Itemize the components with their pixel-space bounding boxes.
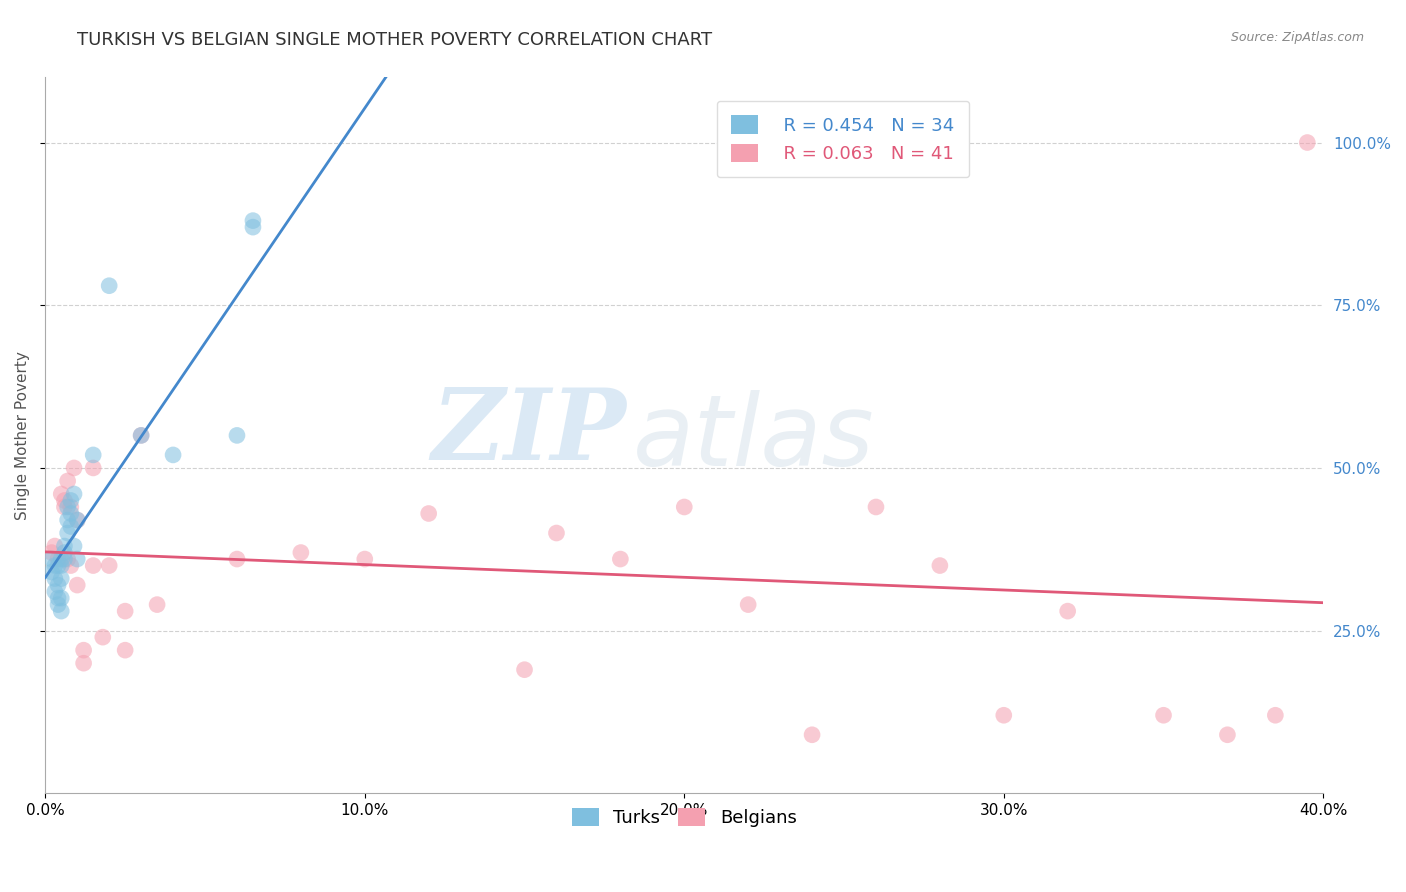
Point (146, 598, 169, 612)
Point (41, 545, 63, 559)
Point (418, 507, 440, 521)
Point (53, 493, 76, 508)
Point (801, 728, 824, 742)
Point (41, 565, 63, 579)
Point (82, 461, 104, 475)
Point (737, 598, 759, 612)
Point (46, 591, 69, 606)
Point (59, 500, 82, 514)
Point (56, 513, 79, 527)
Point (673, 500, 696, 514)
Y-axis label: Single Mother Poverty: Single Mother Poverty (15, 351, 30, 520)
Point (51, 552, 73, 566)
Point (82, 448, 104, 462)
Point (928, 558, 950, 573)
Point (162, 448, 184, 462)
Point (1056, 604, 1078, 618)
Point (1153, 708, 1175, 723)
Point (53, 545, 76, 559)
Point (98, 558, 121, 573)
Point (865, 500, 887, 514)
Legend: Turks, Belgians: Turks, Belgians (565, 801, 804, 834)
Point (114, 604, 136, 618)
Point (59, 493, 82, 508)
Point (226, 428, 249, 442)
Point (51, 558, 73, 573)
Point (66, 513, 89, 527)
Point (242, 220, 264, 235)
Point (56, 500, 79, 514)
Point (41, 552, 63, 566)
Point (53, 539, 76, 553)
Point (44, 539, 66, 553)
Point (59, 507, 82, 521)
Text: Source: ZipAtlas.com: Source: ZipAtlas.com (1230, 31, 1364, 45)
Point (91, 630, 114, 644)
Point (66, 513, 89, 527)
Point (226, 552, 249, 566)
Point (44, 584, 66, 599)
Point (66, 552, 89, 566)
Point (46, 552, 69, 566)
Point (44, 558, 66, 573)
Point (46, 578, 69, 592)
Point (59, 558, 82, 573)
Point (53, 552, 76, 566)
Point (546, 526, 568, 541)
Text: ZIP: ZIP (432, 384, 627, 480)
Point (53, 500, 76, 514)
Point (44, 572, 66, 586)
Point (1296, 136, 1319, 150)
Point (609, 552, 631, 566)
Point (51, 604, 73, 618)
Point (129, 428, 152, 442)
Point (98, 278, 121, 293)
Point (46, 558, 69, 573)
Point (513, 663, 536, 677)
Point (63, 539, 86, 553)
Point (66, 578, 89, 592)
Point (56, 552, 79, 566)
Point (46, 598, 69, 612)
Point (51, 591, 73, 606)
Point (63, 461, 86, 475)
Point (114, 643, 136, 657)
Point (63, 487, 86, 501)
Point (129, 428, 152, 442)
Point (290, 545, 312, 559)
Point (242, 213, 264, 227)
Point (993, 708, 1015, 723)
Point (56, 526, 79, 541)
Point (1216, 728, 1239, 742)
Point (72, 643, 94, 657)
Point (59, 519, 82, 533)
Point (1264, 708, 1286, 723)
Point (353, 552, 375, 566)
Text: atlas: atlas (633, 391, 875, 487)
Point (56, 474, 79, 488)
Point (51, 487, 73, 501)
Point (51, 572, 73, 586)
Text: TURKISH VS BELGIAN SINGLE MOTHER POVERTY CORRELATION CHART: TURKISH VS BELGIAN SINGLE MOTHER POVERTY… (77, 31, 713, 49)
Point (82, 558, 104, 573)
Point (72, 656, 94, 670)
